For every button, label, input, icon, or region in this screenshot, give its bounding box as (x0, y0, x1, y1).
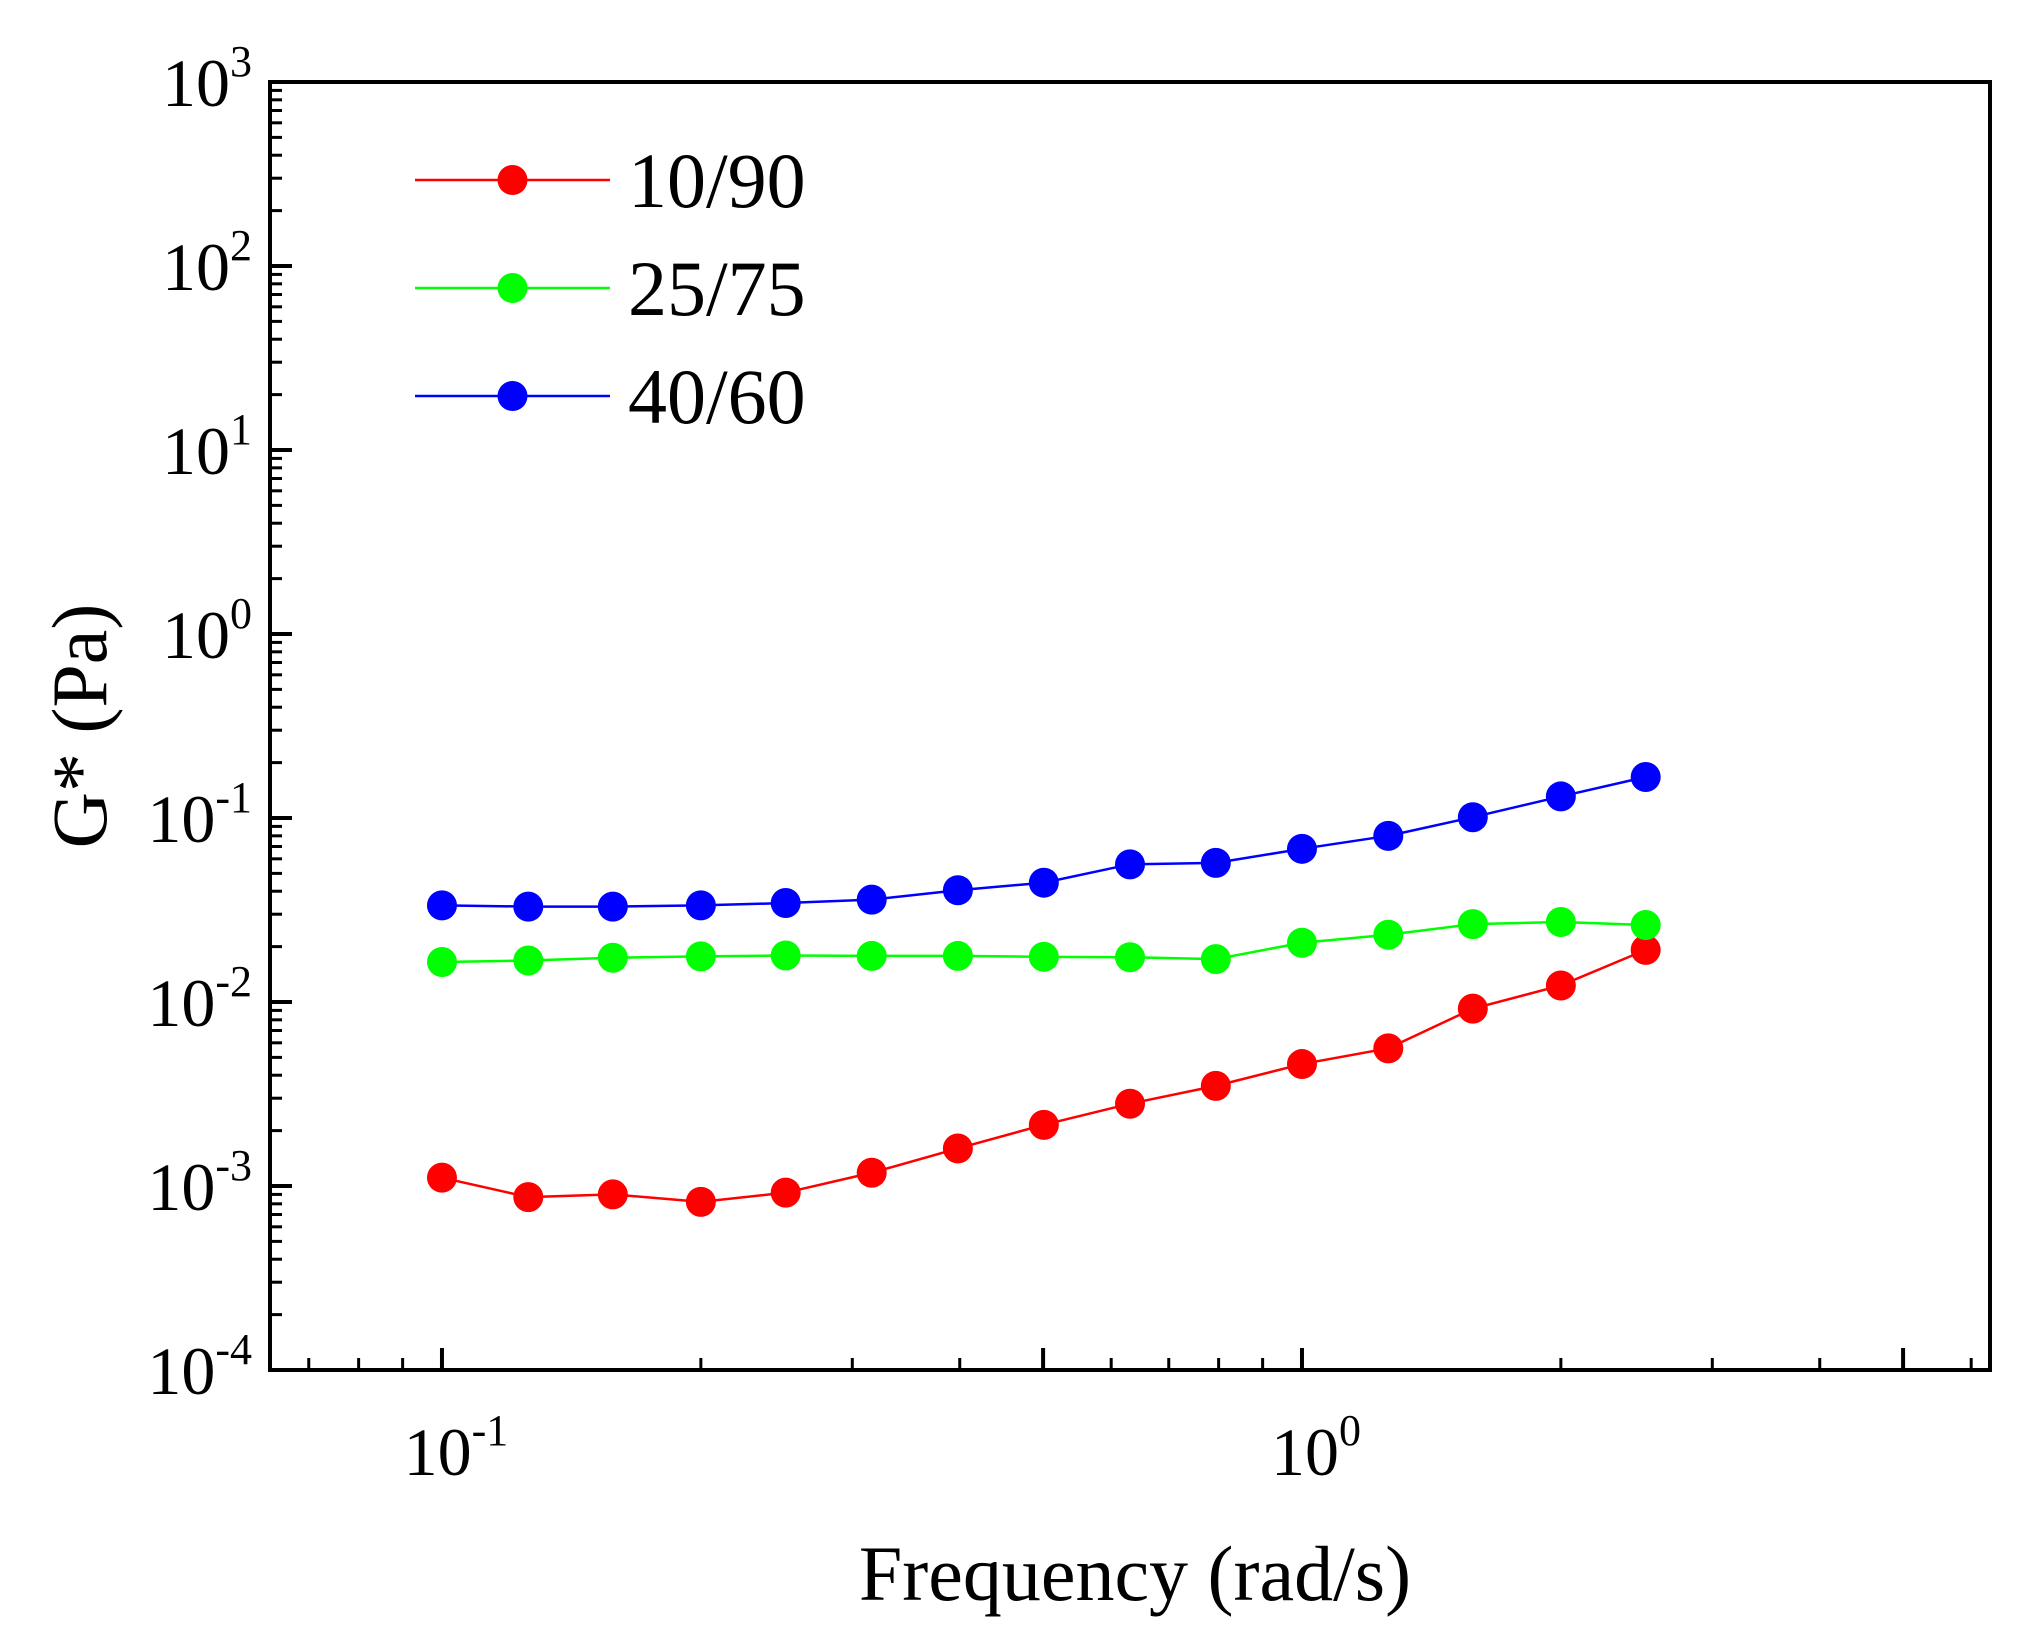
data-point (513, 891, 544, 922)
legend-label: 10/90 (628, 137, 806, 224)
data-point (1545, 907, 1576, 938)
tick-labels: 10-4 10-3 10-2 10-1 100 101 102 103 10-1 100 (147, 37, 1361, 1490)
series-line (441, 948, 1647, 1204)
data-point (1630, 910, 1661, 941)
axis-ticks (270, 80, 1973, 1372)
data-point (1545, 970, 1576, 1001)
plot-frame (268, 80, 1992, 1372)
data-point (1373, 820, 1404, 851)
data-point (1457, 802, 1488, 833)
legend-marker (497, 381, 528, 411)
series-10-90 (426, 934, 1661, 1217)
legend-item: 40/60 (415, 353, 806, 440)
data-point (1545, 781, 1576, 812)
data-point (1630, 762, 1661, 793)
data-point (426, 946, 457, 977)
data-point (942, 1133, 973, 1164)
data-point (426, 1162, 457, 1193)
x-tick-label: 100 (1271, 1406, 1361, 1490)
data-point (770, 940, 801, 971)
x-axis-title: Frequency (rad/s) (859, 1530, 1411, 1617)
y-tick-label: 102 (162, 221, 252, 305)
y-tick-label: 100 (162, 589, 252, 673)
legend-label: 40/60 (628, 353, 806, 440)
y-tick-label: 10-2 (147, 957, 252, 1041)
data-point (597, 1179, 628, 1210)
series-25-75 (426, 907, 1661, 977)
data-point (1630, 934, 1661, 965)
data-point (770, 1177, 801, 1208)
y-tick-label: 10-3 (147, 1141, 252, 1225)
legend-item: 10/90 (415, 137, 806, 224)
data-point (426, 890, 457, 921)
data-point (856, 884, 887, 915)
data-point (597, 891, 628, 922)
y-axis-title: G* (Pa) (36, 604, 123, 849)
data-point (942, 940, 973, 971)
legend-marker (497, 165, 528, 195)
data-point (1200, 944, 1231, 975)
data-point (513, 945, 544, 976)
data-point (1200, 1070, 1231, 1101)
legend-item: 25/75 (415, 245, 806, 332)
data-point (685, 890, 716, 921)
data-point (856, 1157, 887, 1188)
data-point (1286, 927, 1317, 958)
legend-marker (497, 273, 528, 303)
data-point (1115, 1088, 1145, 1119)
data-point (1200, 847, 1231, 878)
data-point (1286, 1049, 1317, 1080)
data-point (856, 940, 887, 971)
data-point (1457, 993, 1488, 1024)
data-point (770, 888, 801, 919)
data-point (513, 1182, 544, 1213)
data-point (1115, 849, 1145, 880)
data-point (1286, 833, 1317, 864)
data-point (1028, 867, 1059, 898)
y-tick-label: 101 (162, 405, 252, 489)
x-tick-label: 10-1 (404, 1406, 509, 1490)
y-tick-label: 10-1 (147, 773, 252, 857)
data-point (685, 941, 716, 972)
data-point (1028, 1109, 1059, 1140)
plot-series (426, 762, 1661, 1217)
legend-label: 25/75 (628, 245, 806, 332)
data-point (1115, 942, 1145, 973)
series-40-60 (426, 762, 1661, 922)
data-point (597, 942, 628, 973)
data-point (1373, 1033, 1404, 1064)
y-tick-label: 10-4 (147, 1325, 252, 1409)
data-point (1373, 919, 1404, 950)
y-tick-label: 103 (162, 37, 252, 121)
data-point (1028, 941, 1059, 972)
data-point (1457, 909, 1488, 940)
legend: 10/90 25/75 40/60 (415, 137, 806, 440)
data-point (942, 875, 973, 906)
data-point (685, 1186, 716, 1217)
